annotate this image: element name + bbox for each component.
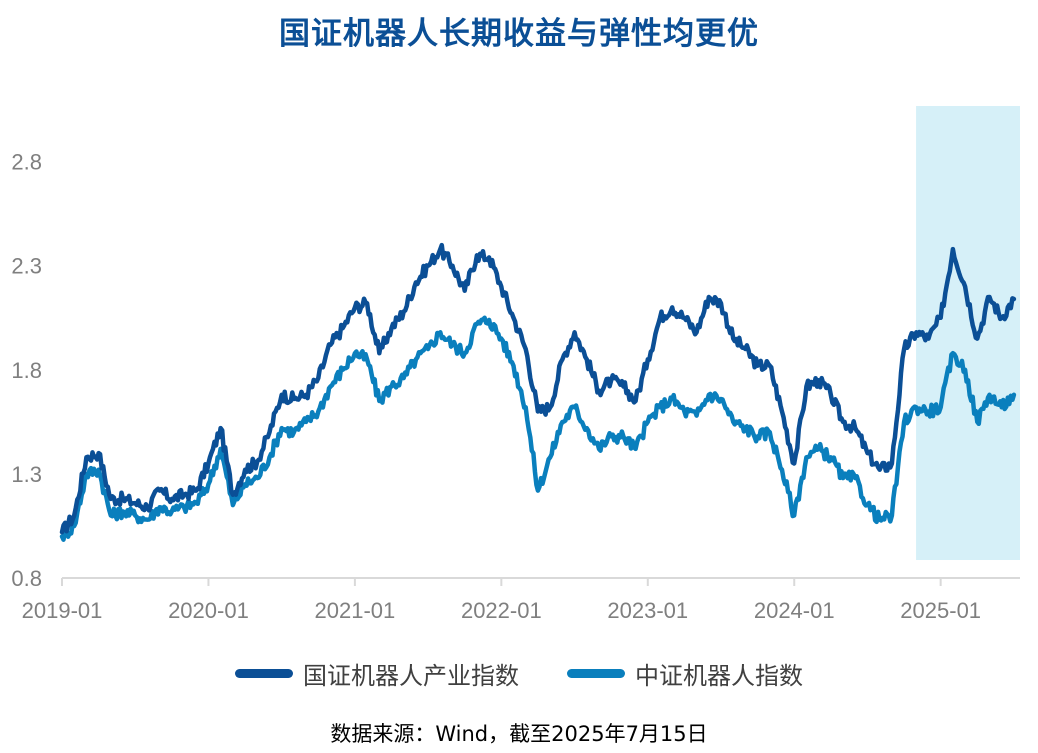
y-tick-label: 2.3 bbox=[11, 254, 42, 279]
source-note: 数据来源：Wind，截至2025年7月15日 bbox=[330, 722, 708, 746]
y-tick-label: 1.8 bbox=[11, 358, 42, 383]
y-tick-label: 0.8 bbox=[11, 566, 42, 591]
x-tick-label: 2023-01 bbox=[607, 598, 688, 623]
legend-item-guozheng: 国证机器人产业指数 bbox=[235, 656, 519, 691]
legend: 国证机器人产业指数 中证机器人指数 bbox=[0, 656, 1038, 691]
legend-label-guozheng: 国证机器人产业指数 bbox=[303, 662, 519, 690]
highlight-region bbox=[916, 106, 1020, 560]
legend-label-zhongzheng: 中证机器人指数 bbox=[635, 662, 803, 690]
legend-item-zhongzheng: 中证机器人指数 bbox=[567, 656, 803, 691]
series-line-0 bbox=[59, 242, 1017, 535]
legend-swatch-zhongzheng bbox=[567, 669, 625, 678]
series-line-1 bbox=[59, 315, 1017, 542]
x-tick-label: 2025-01 bbox=[900, 598, 981, 623]
x-tick-label: 2020-01 bbox=[168, 598, 249, 623]
x-tick-label: 2021-01 bbox=[315, 598, 396, 623]
chart-title: 国证机器人长期收益与弹性均更优 bbox=[279, 16, 759, 52]
x-tick-label: 2024-01 bbox=[754, 598, 835, 623]
x-tick-label: 2019-01 bbox=[22, 598, 103, 623]
legend-swatch-guozheng bbox=[235, 669, 293, 678]
x-tick-label: 2022-01 bbox=[461, 598, 542, 623]
y-tick-label: 2.8 bbox=[11, 150, 42, 175]
y-tick-label: 1.3 bbox=[11, 462, 42, 487]
